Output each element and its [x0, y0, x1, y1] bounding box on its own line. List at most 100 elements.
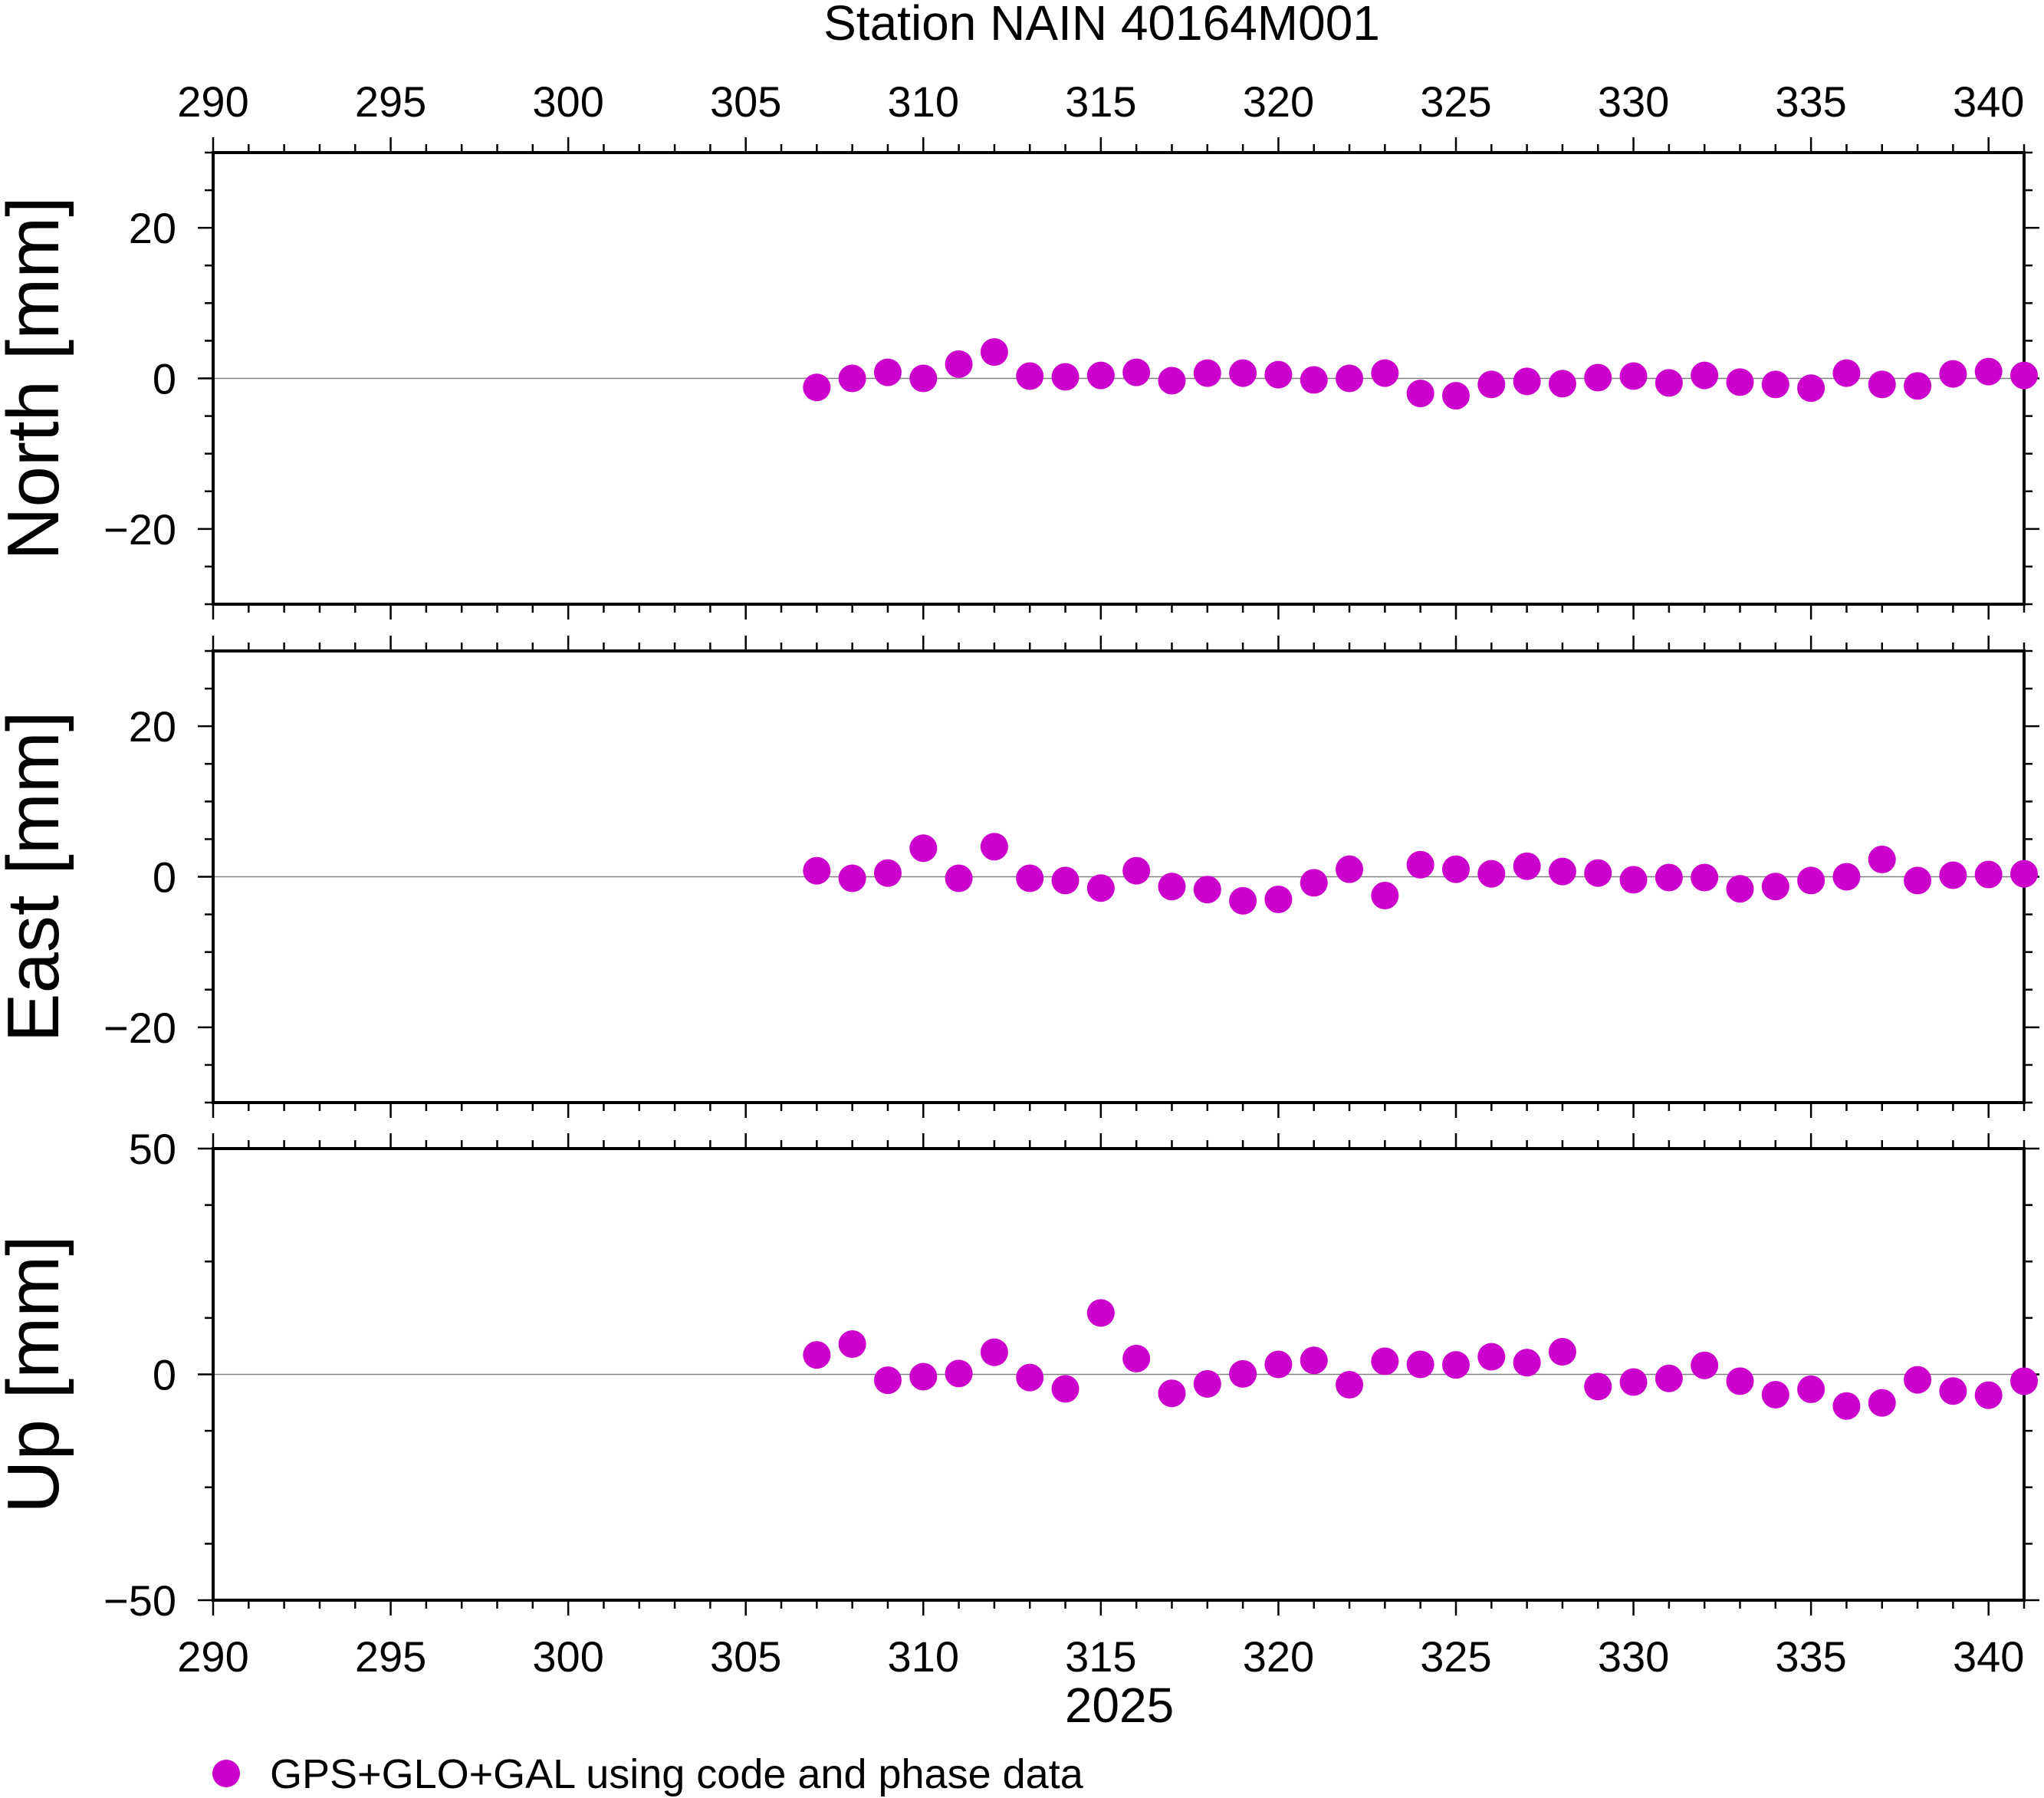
data-point	[1371, 359, 1399, 387]
y-tick-label: −20	[104, 505, 176, 554]
y-tick-label: 20	[129, 702, 176, 751]
data-point	[1655, 863, 1683, 892]
data-point	[1584, 859, 1612, 887]
panel-up: −50 0 50 Up [mm]	[0, 1125, 2039, 1625]
data-point	[1336, 855, 1364, 883]
x-tick-label-bottom: 330	[1598, 1632, 1669, 1681]
data-point	[1229, 886, 1257, 915]
data-point	[1513, 1349, 1541, 1377]
data-point	[1264, 360, 1293, 389]
data-point	[1655, 1364, 1683, 1392]
data-point	[909, 834, 938, 863]
data-point	[1477, 860, 1506, 888]
y-tick-label: 0	[153, 355, 176, 403]
data-point	[1619, 362, 1648, 390]
x-tick-label-top: 315	[1065, 77, 1136, 126]
data-point	[1584, 1372, 1612, 1401]
y-tick-label: 20	[129, 204, 176, 252]
data-point	[1122, 856, 1151, 885]
x-tick-label-bottom: 335	[1775, 1632, 1846, 1681]
data-point	[1086, 874, 1115, 902]
data-point	[873, 1366, 902, 1395]
y-tick-label: 50	[129, 1125, 176, 1173]
data-point	[1726, 1367, 1754, 1395]
y-axis-label: East [mm]	[0, 711, 74, 1042]
x-tick-label-bottom: 320	[1243, 1632, 1314, 1681]
legend-marker	[212, 1760, 240, 1787]
data-point	[1193, 359, 1221, 387]
x-tick-label-top: 340	[1953, 77, 2024, 126]
data-point	[1761, 873, 1789, 901]
data-point	[1619, 1368, 1648, 1396]
x-tick-label-top: 330	[1598, 77, 1669, 126]
data-point	[1371, 882, 1399, 910]
y-tick-label: −50	[104, 1576, 176, 1625]
data-point	[873, 358, 902, 386]
x-tick-label-bottom: 290	[177, 1632, 248, 1681]
y-tick-label: −20	[104, 1004, 176, 1052]
data-point	[1974, 357, 2003, 386]
x-tick-label-bottom: 325	[1420, 1632, 1491, 1681]
data-point	[1513, 852, 1541, 880]
data-point	[1619, 866, 1648, 894]
x-tick-label-top: 335	[1775, 77, 1846, 126]
data-point	[1513, 367, 1541, 396]
panels-group: −20 0 20 North [mm] −20 0 20 East [mm] −50 0 50 Up …	[0, 77, 2039, 1681]
x-tick-label-top: 310	[888, 77, 959, 126]
x-tick-label-top: 300	[532, 77, 603, 126]
data-point	[1300, 869, 1328, 897]
data-point	[1868, 370, 1896, 399]
data-point	[1051, 363, 1080, 391]
data-point	[1371, 1347, 1399, 1376]
data-point	[838, 364, 866, 393]
data-point	[838, 1330, 866, 1359]
x-tick-label-top: 305	[710, 77, 781, 126]
data-point	[1904, 1366, 1932, 1394]
y-axis-label: Up [mm]	[0, 1235, 74, 1514]
data-point	[1441, 855, 1470, 883]
data-point	[1974, 1381, 2003, 1409]
data-point	[1691, 1351, 1719, 1379]
data-point	[980, 1338, 1008, 1366]
data-point	[1229, 1359, 1257, 1388]
x-tick-label-bottom: 305	[710, 1632, 781, 1681]
data-point	[1441, 382, 1470, 410]
data-point	[980, 338, 1008, 367]
data-point	[873, 859, 902, 887]
data-point	[1406, 850, 1434, 879]
data-point	[1158, 1379, 1186, 1408]
chart-title: Station NAIN 40164M001	[823, 0, 1380, 51]
x-tick-label-top: 325	[1420, 77, 1491, 126]
data-point	[1548, 370, 1576, 398]
data-point	[945, 350, 973, 378]
x-tick-label-bottom: 300	[532, 1632, 603, 1681]
panel-east: −20 0 20 East [mm]	[0, 636, 2039, 1118]
data-point	[803, 856, 831, 885]
data-point	[1761, 370, 1789, 399]
data-point	[1264, 1350, 1293, 1379]
data-point	[1300, 1346, 1328, 1375]
data-point	[1832, 863, 1861, 891]
data-point	[2010, 361, 2038, 390]
data-point	[1158, 873, 1186, 901]
data-point	[1229, 359, 1257, 387]
data-point	[2010, 1367, 2038, 1395]
data-point	[1797, 374, 1825, 403]
data-point	[1584, 363, 1612, 392]
data-point	[1051, 866, 1080, 895]
legend-label: GPS+GLO+GAL using code and phase data	[270, 1751, 1084, 1797]
data-point	[1832, 1392, 1861, 1420]
data-point	[1193, 1369, 1221, 1398]
data-point	[1726, 368, 1754, 396]
data-point	[1051, 1375, 1080, 1403]
data-point	[1300, 366, 1328, 394]
data-point	[1406, 1350, 1434, 1379]
data-point	[1904, 372, 1932, 400]
data-point	[1726, 875, 1754, 903]
y-axis-label: North [mm]	[0, 196, 74, 560]
data-point	[838, 864, 866, 892]
data-point	[803, 1341, 831, 1369]
data-point	[1264, 885, 1293, 913]
panel-north: −20 0 20 North [mm]	[0, 137, 2039, 620]
